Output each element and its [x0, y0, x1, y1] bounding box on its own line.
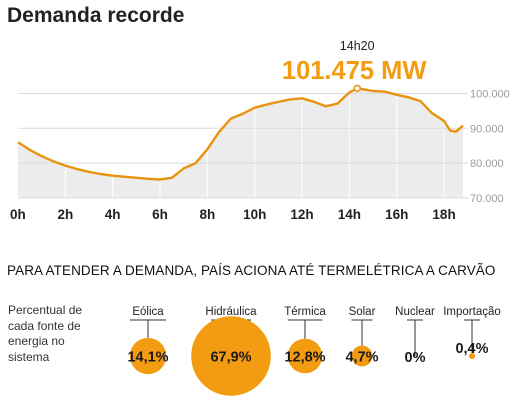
bubble-circle	[191, 316, 271, 396]
bubble-bracket	[287, 319, 323, 339]
bubble-4: Nuclear 0%	[395, 306, 435, 366]
bubble-category-label: Nuclear	[395, 306, 435, 318]
y-tick-label: 80.000	[470, 158, 504, 170]
bubble-bracket	[407, 319, 423, 356]
bubble-category-label: Solar	[349, 306, 376, 318]
bubble-category-label: Térmica	[284, 306, 326, 318]
x-tick-label: 18h	[432, 207, 455, 222]
bubble-bracket	[351, 319, 373, 346]
x-tick-label: 8h	[199, 207, 215, 222]
bubble-1: Hidráulica 67,9%	[191, 306, 271, 396]
bubble-value-label: 14,1%	[127, 350, 168, 366]
bubble-category-label: Eólica	[132, 306, 164, 318]
y-tick-label: 100.000	[470, 88, 510, 100]
x-tick-label: 16h	[385, 207, 408, 222]
peak-time-label: 14h20	[340, 39, 375, 53]
bubble-axis-label: Percentual de cada fonte de energia no s…	[8, 303, 83, 364]
bubble-value-label: 4,7%	[345, 350, 378, 366]
area-chart: 14h20 101.475 MW 0h 2h 4h 6h 8h 10h 12h 14h 16h 18…	[10, 39, 510, 222]
peak-marker	[353, 84, 361, 93]
x-tick-label: 10h	[243, 207, 266, 222]
bubble-0: Eólica 14,1%	[127, 306, 169, 375]
x-tick-label: 14h	[338, 207, 361, 222]
bubble-circle	[287, 338, 323, 374]
demand-area	[18, 88, 463, 198]
peak-value-label: 101.475 MW	[282, 57, 428, 85]
y-tick-label: 70.000	[470, 193, 504, 205]
demand-series-line	[17, 87, 464, 181]
bubble-category-label: Hidráulica	[205, 306, 257, 318]
x-tick-label: 12h	[290, 207, 313, 222]
bubble-bracket	[129, 319, 167, 338]
bubble-5: Importação 0,4%	[443, 306, 501, 360]
bubble-circle	[468, 352, 476, 360]
bubble-circle	[129, 337, 167, 375]
bubble-value-label: 12,8%	[284, 350, 325, 366]
bubble-chart-title: PARA ATENDER A DEMANDA, PAÍS ACIONA ATÉ …	[7, 263, 496, 278]
bubble-value-label: 0,4%	[455, 341, 488, 357]
bubble-value-label: 0%	[405, 350, 426, 366]
bubble-value-label: 67,9%	[210, 350, 251, 366]
x-tick-label: 2h	[57, 207, 73, 222]
x-tick-label: 6h	[152, 207, 168, 222]
bubble-3: Solar 4,7%	[345, 306, 379, 367]
x-tick-label: 0h	[10, 207, 26, 222]
chart-title: Demanda recorde	[7, 4, 185, 27]
bubble-circle	[351, 345, 373, 367]
y-tick-label: 90.000	[470, 123, 504, 135]
bubble-bracket	[464, 319, 480, 353]
x-tick-label: 4h	[105, 207, 121, 222]
bubble-category-label: Importação	[443, 306, 501, 318]
bubble-2: Térmica 12,8%	[284, 306, 326, 374]
